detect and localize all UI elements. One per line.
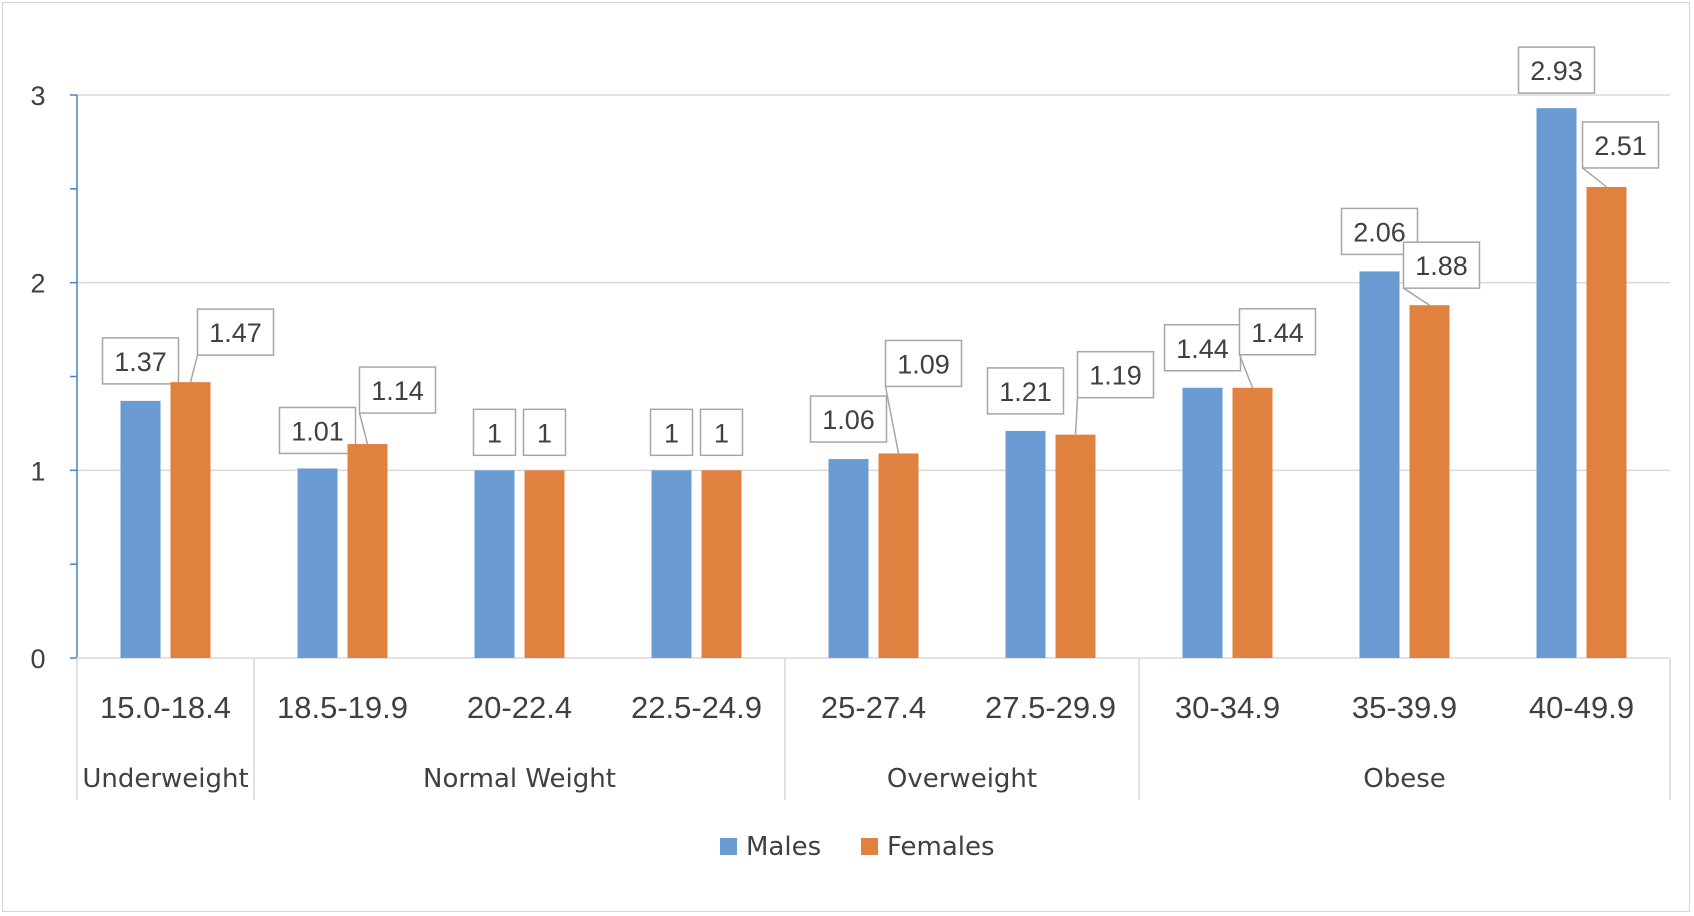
x-category-label: 22.5-24.9 (631, 690, 762, 725)
data-label-box (1238, 308, 1317, 356)
data-label: 1 (537, 418, 552, 448)
data-label-box (278, 406, 357, 455)
data-label-box (809, 395, 888, 443)
data-label-leader (1582, 167, 1607, 188)
data-label: 1.09 (897, 349, 950, 379)
data-label-leader (884, 386, 900, 454)
data-label-box (649, 408, 694, 457)
bar-females (1232, 387, 1273, 658)
data-label: 1.44 (1251, 318, 1304, 348)
data-label-box (101, 337, 180, 385)
data-label-box (1581, 121, 1660, 169)
y-tick-label: 0 (30, 644, 45, 674)
y-tick-label: 3 (30, 81, 45, 111)
data-label-leader (189, 354, 199, 383)
x-group-label: Obese (1363, 764, 1446, 794)
x-group-label: Underweight (82, 764, 248, 794)
data-label: 1 (487, 418, 502, 448)
bar-males (120, 400, 161, 658)
data-label: 1 (664, 418, 679, 448)
data-label: 2.93 (1530, 56, 1583, 86)
bar-females (524, 470, 565, 658)
x-group-label: Normal Weight (423, 764, 616, 794)
data-label: 1.19 (1089, 361, 1142, 391)
bar-males (828, 459, 869, 658)
x-category-label: 25-27.4 (821, 690, 926, 725)
data-label-leader (1403, 287, 1430, 306)
x-category-label: 30-34.9 (1175, 690, 1280, 725)
bar-males (297, 468, 338, 658)
data-label-box (884, 339, 963, 388)
legend-swatch-females (861, 838, 878, 855)
x-category-label: 40-49.9 (1529, 690, 1634, 725)
bar-females (1055, 434, 1096, 658)
data-label: 1.01 (291, 416, 344, 446)
data-label: 1.44 (1176, 334, 1229, 364)
data-label-leader (358, 412, 369, 445)
x-category-label: 27.5-29.9 (985, 690, 1116, 725)
data-label-box (196, 308, 275, 356)
data-label-box (472, 408, 517, 457)
data-label-leader (1074, 397, 1079, 435)
bar-males (1359, 271, 1400, 658)
bar-females (170, 382, 211, 658)
y-tick-label: 1 (30, 456, 45, 486)
y-tick-label: 2 (30, 269, 45, 299)
data-label-box (522, 408, 567, 457)
data-label: 1.21 (999, 377, 1052, 407)
x-category-label: 35-39.9 (1352, 690, 1457, 725)
data-label: 1 (714, 418, 729, 448)
data-label-box (699, 408, 744, 457)
bar-females (878, 453, 919, 658)
bar-females (1409, 305, 1450, 658)
bar-males (1536, 108, 1577, 659)
legend-label: Females (887, 832, 995, 862)
data-label: 1.47 (209, 318, 262, 348)
data-label: 1.06 (822, 405, 875, 435)
data-label-box (1402, 241, 1481, 289)
bar-males (1182, 387, 1223, 658)
bar-males (474, 470, 515, 658)
bar-males (651, 470, 692, 658)
x-category-label: 18.5-19.9 (277, 690, 408, 725)
data-label: 1.14 (371, 376, 424, 406)
bar-males (1005, 430, 1046, 658)
data-label: 1.37 (114, 347, 167, 377)
data-label: 2.51 (1594, 131, 1647, 161)
data-label-box (986, 367, 1065, 415)
bar-females (701, 470, 742, 658)
x-group-label: Overweight (887, 764, 1037, 794)
bar-females (1586, 186, 1627, 658)
bar-females (347, 444, 388, 658)
x-category-label: 15.0-18.4 (100, 690, 231, 725)
data-label: 2.06 (1353, 217, 1406, 247)
data-label-box (1076, 350, 1155, 399)
data-label: 1.88 (1415, 251, 1468, 281)
legend-label: Males (746, 832, 821, 862)
data-label-box (358, 366, 437, 414)
legend-swatch-males (720, 838, 737, 855)
x-category-label: 20-22.4 (467, 690, 572, 725)
data-label-leader (1238, 354, 1254, 389)
data-label-box (1517, 46, 1596, 94)
